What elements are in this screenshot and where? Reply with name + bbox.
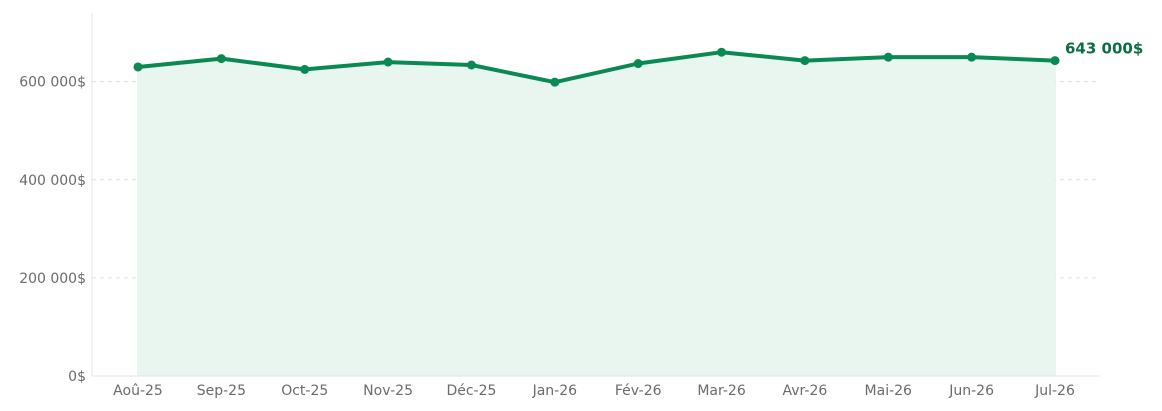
x-tick-label: Oct-25 bbox=[281, 383, 328, 399]
data-point bbox=[466, 60, 476, 70]
y-axis-ticks: 0$ 200 000$ 400 000$ 600 000$ bbox=[19, 75, 86, 385]
data-points bbox=[133, 47, 1060, 87]
x-tick-label: Avr-26 bbox=[783, 383, 828, 399]
y-tick-label: 0$ bbox=[68, 369, 86, 385]
data-point bbox=[550, 77, 560, 87]
end-value-label: 643 000$ bbox=[1065, 40, 1143, 58]
x-tick-label: Mar-26 bbox=[697, 383, 745, 399]
x-tick-label: Jun-26 bbox=[948, 383, 994, 399]
data-point bbox=[967, 52, 977, 62]
y-tick-label: 600 000$ bbox=[19, 75, 86, 91]
x-tick-label: Fév-26 bbox=[615, 383, 662, 399]
series-line bbox=[136, 50, 1057, 85]
x-tick-label: Jan-26 bbox=[532, 383, 578, 399]
x-tick-label: Sep-25 bbox=[197, 383, 246, 399]
y-tick-label: 400 000$ bbox=[19, 173, 86, 189]
x-tick-label: Mai-26 bbox=[865, 383, 913, 399]
x-tick-label: Nov-25 bbox=[363, 383, 413, 399]
data-point bbox=[300, 64, 310, 74]
data-point bbox=[133, 62, 143, 72]
data-point bbox=[216, 54, 226, 64]
data-point bbox=[1050, 56, 1060, 66]
x-axis-ticks: Aoû-25 Sep-25 Oct-25 Nov-25 Déc-25 Jan-26 Fév-… bbox=[113, 383, 1075, 399]
data-point bbox=[717, 47, 727, 57]
data-point bbox=[883, 52, 893, 62]
data-point bbox=[800, 56, 810, 66]
x-tick-label: Aoû-25 bbox=[113, 383, 163, 399]
y-tick-label: 200 000$ bbox=[19, 271, 86, 287]
data-point bbox=[633, 59, 643, 69]
data-point bbox=[383, 57, 393, 67]
area-fill bbox=[138, 52, 1055, 376]
x-tick-label: Déc-25 bbox=[446, 383, 496, 399]
x-tick-label: Jul-26 bbox=[1034, 383, 1075, 399]
